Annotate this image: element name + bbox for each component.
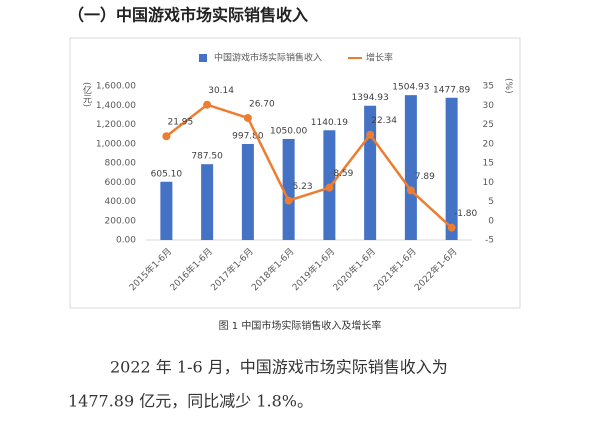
y-tick-label: 200.00: [105, 216, 137, 226]
bar: [241, 143, 254, 240]
line-value-label: 7.89: [415, 172, 435, 182]
line-point: [203, 100, 212, 109]
y2-tick-label: 10: [483, 178, 495, 188]
y-tick-label: 600.00: [105, 178, 137, 188]
bar: [445, 97, 458, 241]
line-point: [406, 186, 415, 195]
line-value-label: 30.14: [208, 86, 234, 96]
bar-value-label: 1140.19: [311, 118, 348, 128]
y2-tick-label: 20: [483, 139, 495, 149]
bar: [404, 95, 417, 241]
y-tick-label: 1,000.00: [96, 139, 136, 149]
bar-value-label: 1477.89: [433, 85, 470, 95]
line-point: [447, 223, 456, 232]
y2-tick-label: 30: [483, 101, 495, 111]
line-point: [325, 183, 334, 192]
x-tick-label: 2020年1-6月: [330, 245, 378, 293]
line: [165, 103, 453, 229]
heading: （一）中国游戏市场实际销售收入: [68, 6, 308, 25]
bar-value-label: 1394.93: [352, 93, 389, 103]
y-tick-label: 1,200.00: [96, 120, 136, 130]
line-value-label: 8.59: [333, 169, 353, 179]
bar-value-label: 1050.00: [270, 126, 307, 136]
bar-value-label: 1504.93: [392, 83, 429, 93]
bar-value-label: 605.10: [151, 169, 183, 179]
line-value-label: 22.34: [371, 116, 397, 126]
y2-axis-title: (%): [503, 78, 513, 94]
line-point: [366, 130, 375, 139]
line-value-label: 26.70: [249, 99, 275, 109]
x-tick-label: 2015年1-6月: [126, 245, 174, 293]
y-tick-label: 400.00: [105, 197, 137, 207]
legend-swatch: [199, 54, 207, 62]
y2-tick-label: 15: [483, 159, 494, 169]
line-value-label: -1.80: [454, 209, 478, 219]
y-tick-label: 0.00: [116, 236, 136, 246]
bar: [282, 138, 295, 240]
y-tick-label: 1,400.00: [96, 101, 136, 111]
bar: [160, 181, 173, 240]
y2-tick-label: 35: [483, 82, 494, 92]
y-axis-title: (亿元): [81, 82, 92, 107]
x-tick-label: 2021年1-6月: [371, 245, 419, 293]
bar-value-label: 787.50: [191, 152, 223, 162]
line-point: [284, 196, 293, 205]
x-tick-label: 2016年1-6月: [167, 245, 215, 293]
y-tick-label: 1,600.00: [96, 82, 136, 92]
legend-label: 增长率: [366, 52, 393, 64]
line-value-label: 5.23: [293, 182, 313, 192]
line-point: [162, 132, 171, 141]
bar: [201, 164, 214, 240]
x-tick-label: 2018年1-6月: [249, 245, 297, 293]
chart-frame: [69, 37, 521, 309]
y2-tick-label: 25: [483, 120, 494, 130]
line-value-label: 21.95: [167, 118, 193, 128]
x-tick-label: 2019年1-6月: [289, 245, 337, 293]
bar-value-label: 997.80: [232, 131, 264, 141]
y-tick-label: 800.00: [105, 159, 137, 169]
paragraph-line: 1477.89 亿元，同比减少 1.8%。: [68, 392, 313, 411]
legend-label: 中国游戏市场实际销售收入: [214, 52, 322, 64]
line-point: [243, 113, 252, 122]
y2-tick-label: 5: [488, 197, 494, 207]
x-tick-label: 2017年1-6月: [208, 245, 256, 293]
y2-tick-label: -5: [485, 236, 494, 246]
y2-tick-label: 0: [488, 216, 494, 226]
paragraph-line: 2022 年 1-6 月，中国游戏市场实际销售收入为: [110, 358, 448, 377]
caption: 图 1 中国市场实际销售收入及增长率: [219, 319, 382, 332]
x-tick-label: 2022年1-6月: [412, 245, 460, 293]
